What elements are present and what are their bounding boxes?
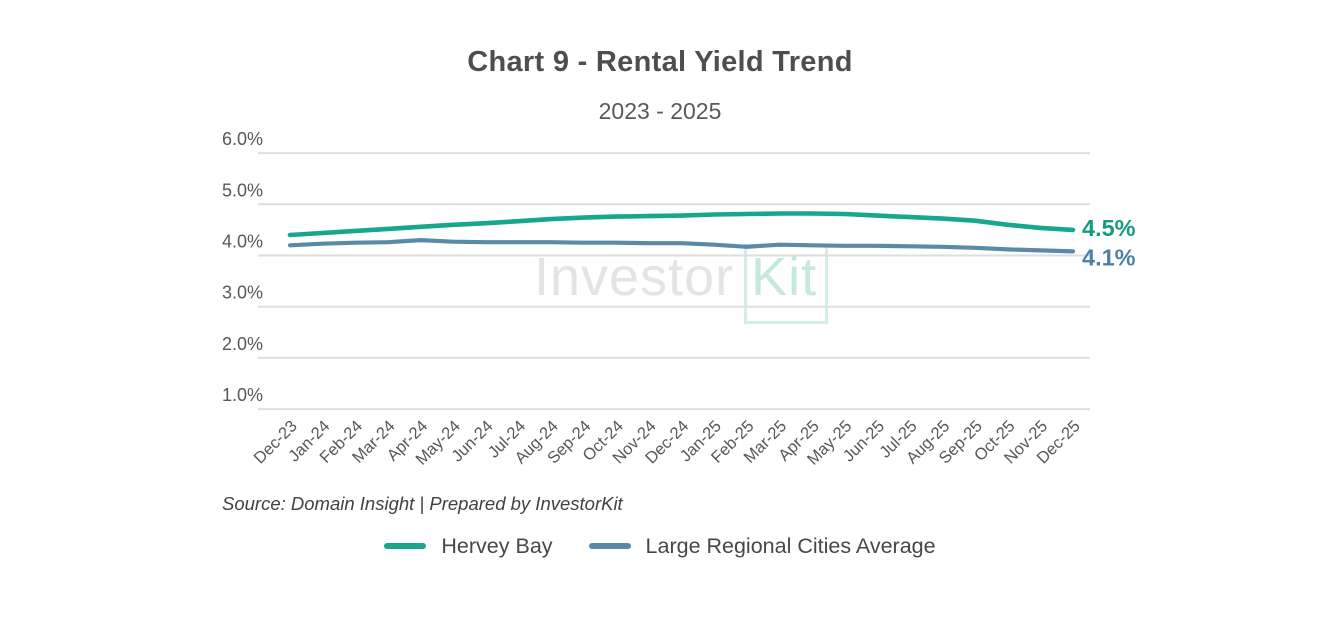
chart-legend: Hervey Bay Large Regional Cities Average [0, 528, 1320, 564]
chart-line-large-regional-cities-average [287, 238, 1076, 254]
y-axis-tick-label: 5.0% [222, 180, 263, 200]
legend-item-hervey-bay: Hervey Bay [384, 533, 553, 559]
chart-title: Chart 9 - Rental Yield Trend [467, 46, 853, 78]
y-axis-tick-label: 1.0% [222, 385, 263, 405]
chart-subtitle: 2023 - 2025 [598, 98, 722, 124]
legend-label: Large Regional Cities Average [645, 533, 936, 558]
regional-average-swatch-icon [588, 543, 631, 549]
investorkit-watermark: Investor Kit [534, 244, 829, 324]
series-end-value-label: 4.1% [1082, 244, 1136, 270]
series-end-value-label: 4.5% [1082, 215, 1136, 241]
chart-line-hervey-bay [287, 211, 1076, 238]
y-axis-tick-label: 2.0% [222, 334, 263, 354]
source-note: Source: Domain Insight | Prepared by Inv… [222, 493, 623, 514]
legend-item-regional-average: Large Regional Cities Average [588, 533, 936, 559]
y-axis-tick-label: 4.0% [222, 232, 263, 252]
y-axis-tick-label: 6.0% [222, 129, 263, 149]
watermark-investor-text: Investor [534, 247, 735, 307]
legend-label: Hervey Bay [441, 533, 553, 558]
hervey-bay-swatch-icon [384, 543, 427, 549]
y-axis-tick-label: 3.0% [222, 283, 263, 303]
watermark-kit-logo: Kit [744, 244, 829, 324]
